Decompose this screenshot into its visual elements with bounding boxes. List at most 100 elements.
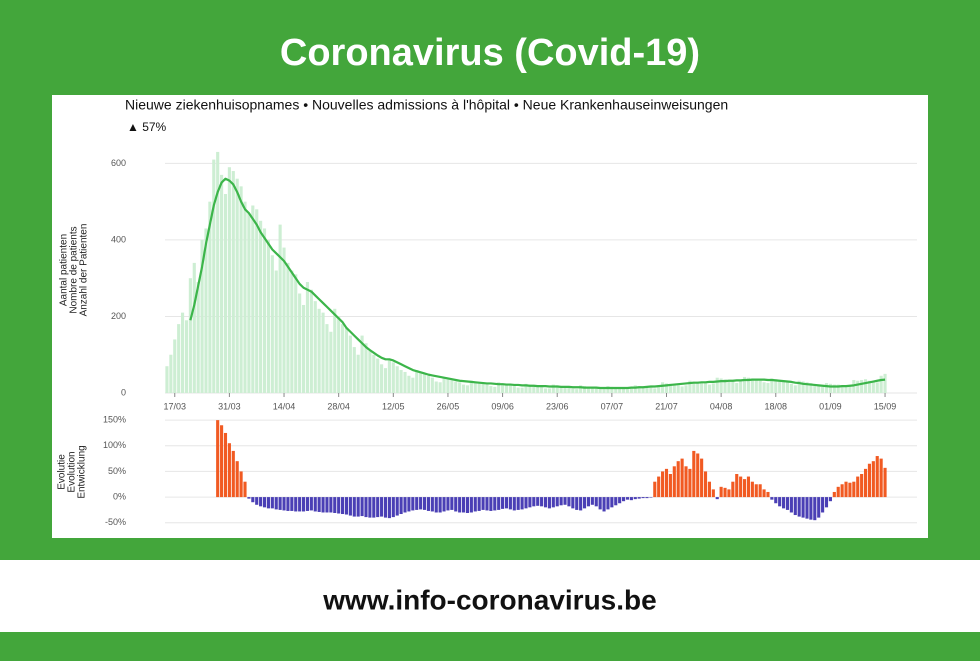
bar (352, 497, 356, 517)
bar (575, 389, 579, 393)
bar (606, 386, 610, 393)
bar (262, 497, 267, 508)
bar (446, 497, 450, 511)
bar (493, 386, 497, 393)
bar (813, 384, 817, 393)
bar (333, 308, 337, 393)
bar (867, 380, 871, 393)
bar (383, 497, 388, 518)
bar (501, 497, 505, 509)
bar (344, 327, 349, 393)
bar (863, 379, 868, 393)
bar (563, 497, 567, 505)
bar (664, 383, 669, 393)
bar (380, 364, 384, 393)
bar (571, 497, 575, 509)
bar (266, 497, 270, 509)
bar (821, 497, 825, 513)
y-tick-label: 150% (103, 415, 126, 425)
bar (856, 476, 860, 498)
bar (165, 366, 169, 393)
bar (742, 376, 747, 393)
bar (582, 497, 587, 509)
bar (305, 497, 310, 511)
bar (235, 178, 239, 393)
bar (223, 194, 228, 393)
bar (391, 362, 395, 393)
bar (622, 388, 626, 393)
bar (797, 497, 801, 517)
bar (274, 497, 278, 510)
bar (407, 497, 411, 512)
bar (594, 388, 598, 393)
bar (680, 458, 684, 498)
bar (680, 386, 684, 393)
bar (415, 370, 419, 393)
bar (259, 497, 263, 507)
bar (883, 467, 887, 498)
bar (684, 385, 688, 393)
bar (419, 497, 423, 510)
bar (255, 209, 259, 393)
bar (867, 463, 871, 498)
bar (247, 497, 251, 499)
bar (703, 471, 708, 498)
bar (848, 482, 852, 498)
bar (399, 370, 403, 393)
bar (504, 497, 509, 509)
bar (766, 491, 770, 498)
bar (301, 304, 306, 393)
bar (501, 383, 505, 393)
bar (497, 382, 501, 393)
bar (461, 384, 466, 393)
bar (497, 497, 501, 510)
bar (196, 282, 200, 393)
bar (715, 377, 719, 393)
bar (184, 320, 189, 393)
bar (227, 167, 231, 393)
bar (325, 497, 329, 513)
bar (399, 497, 403, 515)
bar (223, 432, 228, 498)
x-tick-label: 17/03 (163, 401, 186, 411)
chart-title: Nieuwe ziekenhuisopnames • Nouvelles adm… (125, 97, 728, 113)
bar (653, 388, 657, 393)
bar (481, 383, 485, 393)
bar (450, 379, 454, 393)
bar (598, 497, 602, 510)
bar (512, 497, 516, 511)
y-tick-label: 0% (113, 491, 126, 501)
y-axis-label: Evolution (67, 451, 78, 492)
bar (567, 387, 571, 393)
bar (368, 497, 372, 518)
bar (727, 379, 731, 393)
bar (380, 497, 384, 517)
bar (637, 386, 641, 393)
bar (419, 371, 423, 393)
x-tick-label: 12/05 (382, 401, 405, 411)
bar (485, 384, 489, 393)
bar (426, 497, 430, 511)
bar (735, 383, 739, 393)
bar (481, 497, 485, 510)
bar (348, 497, 352, 516)
bar (719, 486, 723, 498)
bar (618, 497, 622, 504)
bar (723, 379, 727, 393)
bar (692, 450, 696, 498)
bar (782, 497, 786, 509)
bar (735, 474, 739, 498)
bar (571, 388, 575, 393)
bar (785, 382, 790, 393)
bar (489, 386, 493, 393)
x-tick-label: 01/09 (819, 401, 842, 411)
bar (778, 379, 782, 393)
header-title: Coronavirus (Covid-19) (280, 32, 700, 74)
bar (789, 383, 793, 393)
bar (422, 497, 427, 510)
bar (411, 497, 415, 511)
bar (625, 497, 630, 500)
bar (262, 228, 267, 393)
bar (579, 385, 583, 393)
bar (793, 385, 797, 393)
